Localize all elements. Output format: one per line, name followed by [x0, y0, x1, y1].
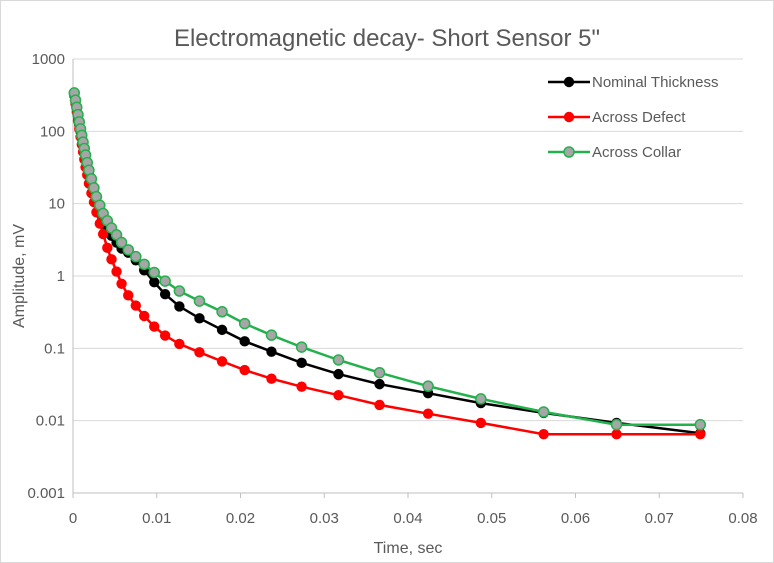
data-point — [332, 354, 345, 366]
data-point — [149, 277, 160, 288]
data-point — [138, 258, 150, 271]
data-point — [138, 310, 150, 322]
data-point — [265, 329, 278, 341]
data-point — [116, 278, 127, 290]
y-tick-label: 10 — [48, 196, 65, 213]
y-tick-label: 1000 — [32, 51, 65, 68]
data-point — [374, 399, 385, 411]
series-across-collar — [68, 87, 707, 431]
data-point — [475, 417, 487, 429]
legend-marker — [563, 146, 575, 158]
data-point — [216, 356, 228, 367]
data-point — [238, 317, 251, 330]
x-tick-label: 0.03 — [310, 510, 339, 527]
legend: Nominal Thickness Across Defect Across Col… — [548, 74, 718, 161]
data-point — [149, 321, 160, 332]
x-tick-label: 0 — [69, 510, 77, 527]
data-point — [130, 300, 142, 311]
legend-marker — [563, 111, 575, 123]
series-nominal-thickness — [69, 88, 706, 439]
x-tick-label: 0.02 — [226, 510, 255, 527]
data-point — [159, 330, 171, 341]
data-point — [374, 378, 385, 390]
data-point — [422, 408, 434, 419]
y-axis-label: Amplitude, mV — [11, 224, 28, 328]
data-point — [695, 428, 706, 440]
x-tick-label: 0.05 — [477, 510, 506, 527]
data-point — [296, 381, 307, 392]
axes — [72, 59, 744, 498]
data-point — [333, 389, 344, 401]
data-point — [611, 428, 622, 440]
series-group — [68, 87, 707, 440]
data-point — [694, 418, 707, 431]
data-point — [194, 313, 205, 324]
data-point — [130, 250, 142, 263]
series-across-defect — [69, 90, 706, 440]
x-tick-label: 0.01 — [142, 510, 171, 527]
data-point — [111, 266, 122, 277]
data-point — [173, 285, 186, 297]
data-point — [216, 306, 228, 318]
data-point — [159, 275, 171, 287]
legend-item: Across Collar — [548, 144, 681, 161]
data-point — [115, 236, 128, 249]
data-point — [102, 242, 113, 254]
data-point — [266, 346, 277, 357]
legend-label: Nominal Thickness — [592, 74, 718, 91]
y-tick-label: 0.1 — [44, 340, 65, 357]
legend-label: Across Defect — [592, 109, 686, 126]
y-tick-label: 100 — [40, 123, 65, 140]
data-point — [239, 364, 250, 376]
y-tick-label: 1 — [57, 268, 65, 285]
y-tick-label: 0.01 — [36, 413, 65, 430]
data-point — [373, 366, 386, 379]
x-axis-label: Time, sec — [374, 540, 443, 557]
data-point — [422, 380, 434, 392]
data-point — [174, 301, 185, 312]
data-point — [97, 228, 109, 240]
tick-labels: 0.001 0.01 0.1 1 10 100 1000 0 0.01 0.02 0.03 0.04 0… — [27, 51, 757, 527]
data-point — [537, 406, 550, 418]
data-point — [295, 341, 308, 353]
x-tick-label: 0.08 — [728, 510, 757, 527]
data-point — [194, 347, 205, 358]
x-tick-label: 0.06 — [561, 510, 590, 527]
data-point — [174, 338, 185, 350]
x-tick-label: 0.04 — [393, 510, 422, 527]
data-point — [193, 295, 206, 307]
chart-title: Electromagnetic decay- Short Sensor 5" — [174, 25, 600, 52]
data-point — [266, 373, 277, 384]
data-point — [106, 254, 117, 265]
x-tick-label: 0.07 — [645, 510, 674, 527]
gridlines — [73, 58, 743, 422]
series-line — [73, 92, 701, 426]
data-point — [239, 336, 250, 347]
data-point — [538, 428, 549, 440]
data-point — [123, 290, 134, 301]
data-point — [159, 289, 171, 300]
y-tick-label: 0.001 — [27, 485, 65, 502]
data-point — [475, 393, 487, 405]
data-point — [122, 244, 135, 256]
legend-item: Across Defect — [548, 109, 686, 126]
legend-marker — [563, 76, 575, 88]
legend-label: Across Collar — [592, 144, 681, 161]
data-point — [610, 418, 623, 431]
data-point — [296, 357, 307, 369]
data-point — [216, 324, 228, 336]
legend-item: Nominal Thickness — [548, 74, 718, 91]
data-point — [148, 266, 160, 279]
data-point — [333, 368, 344, 380]
